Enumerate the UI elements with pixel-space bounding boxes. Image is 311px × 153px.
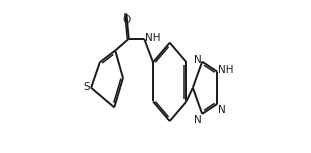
Text: S: S [84, 82, 90, 92]
Text: N: N [193, 55, 201, 65]
Text: N: N [193, 115, 201, 125]
Text: O: O [122, 15, 130, 25]
Text: NH: NH [218, 65, 234, 75]
Text: N: N [218, 105, 226, 115]
Text: NH: NH [145, 33, 160, 43]
